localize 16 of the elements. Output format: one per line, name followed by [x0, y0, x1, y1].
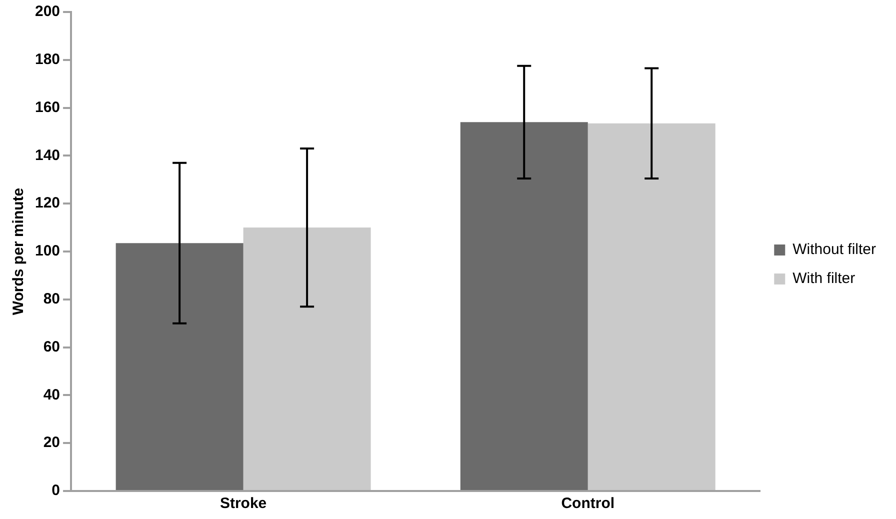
y-tick-label: 60 [43, 338, 60, 356]
y-axis-title: Words per minute [10, 188, 28, 316]
y-tick-label: 200 [34, 3, 60, 20]
y-tick-label: 80 [43, 290, 60, 308]
y-tick-label: 140 [34, 146, 60, 164]
y-tick-label: 180 [34, 51, 60, 68]
x-tick-label: Stroke [220, 495, 267, 512]
y-tick-label: 160 [34, 98, 60, 116]
x-tick-label: Control [561, 495, 615, 512]
y-tick-label: 40 [43, 386, 60, 404]
y-tick-label: 20 [43, 434, 60, 452]
legend-label: Without filter [792, 241, 876, 258]
y-tick-label: 100 [34, 242, 60, 260]
y-tick-label: 120 [34, 194, 60, 212]
legend-label: With filter [792, 270, 856, 288]
y-tick-label: 0 [52, 482, 60, 500]
